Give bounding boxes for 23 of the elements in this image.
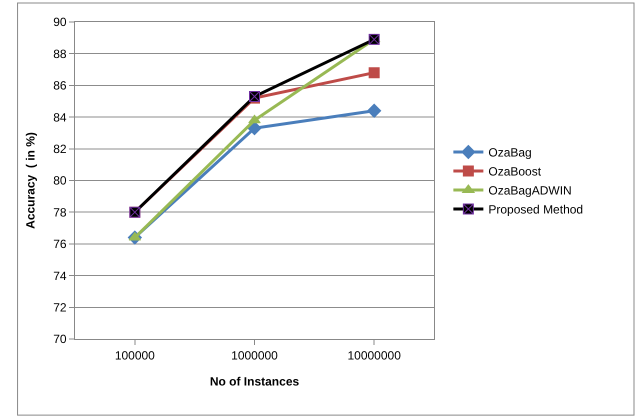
x-axis-title: No of Instances [210, 374, 300, 388]
x-tick-label: 100000 [114, 348, 156, 362]
x-tick-label: 1000000 [231, 348, 278, 362]
legend-label: OzaBag [488, 146, 532, 160]
y-tick-label: 70 [53, 332, 67, 346]
legend-label: OzaBagADWIN [488, 184, 572, 198]
y-tick-label: 90 [53, 15, 67, 30]
y-tick-label: 74 [53, 268, 67, 283]
y-tick-label: 78 [53, 205, 67, 220]
y-tick-label: 82 [53, 142, 67, 156]
y-tick-label: 80 [53, 174, 67, 188]
y-tick-label: 76 [53, 237, 67, 252]
point [368, 67, 380, 78]
legend-label: OzaBoost [488, 164, 542, 179]
y-tick-label: 86 [53, 78, 67, 93]
x-tick-label: 10000000 [347, 348, 402, 362]
y-axis-title: Accuracy ( in %) [24, 132, 38, 229]
y-tick-label: 88 [53, 46, 67, 61]
point [368, 34, 380, 45]
y-tick-label: 84 [53, 110, 67, 124]
legend-label: Proposed Method [488, 202, 584, 217]
point [367, 104, 382, 118]
y-tick-label: 72 [53, 300, 67, 314]
